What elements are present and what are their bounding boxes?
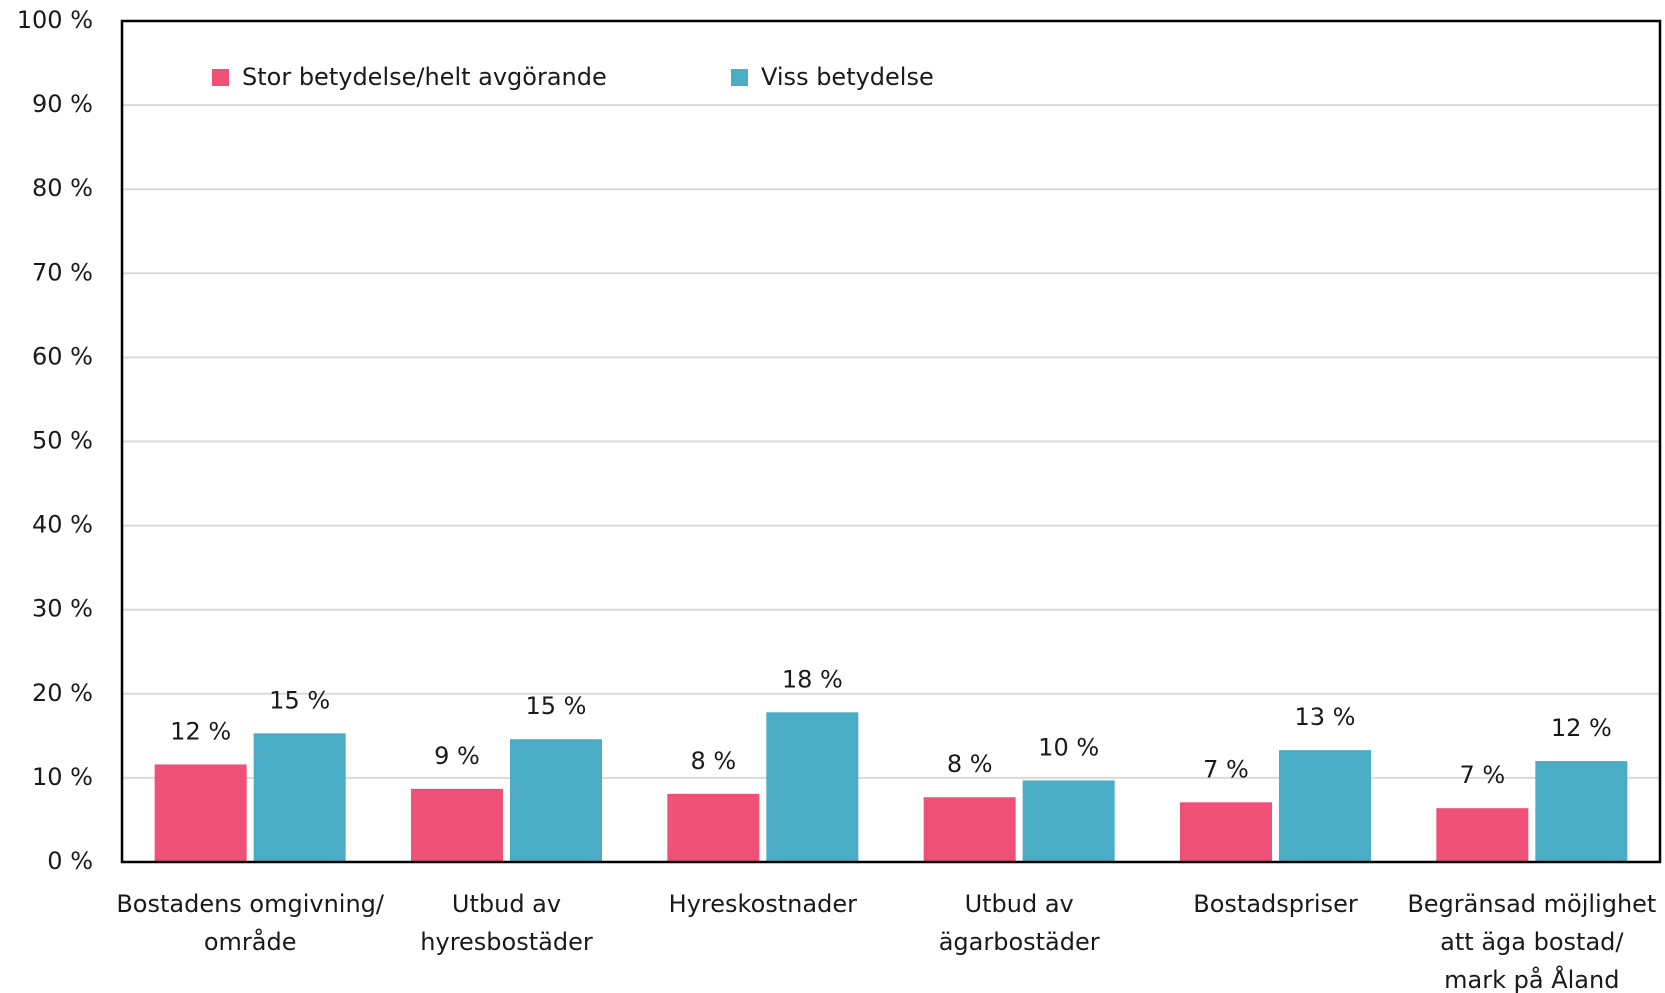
x-tick-label: Hyreskostnader — [669, 890, 857, 918]
y-tick-label: 50 % — [32, 427, 93, 455]
x-tick-label: Utbud av hyresbostäder — [420, 890, 593, 956]
bar — [766, 712, 859, 862]
x-tick-label: Bostadens omgivning/område — [116, 890, 385, 956]
bar — [154, 764, 247, 862]
plot-frame — [120, 19, 1662, 864]
y-tick-label: 40 % — [32, 511, 93, 539]
value-label: 10 % — [1038, 733, 1099, 761]
value-label: 18 % — [782, 665, 843, 693]
y-tick-label: 30 % — [32, 595, 93, 623]
x-tick-label: Begränsad möjlighet att äga bostad/mark p… — [1407, 890, 1656, 993]
legend-label: Viss betydelse — [761, 63, 934, 91]
value-label: 15 % — [269, 686, 330, 714]
x-tick-label: Utbud av ägarbostäder — [939, 890, 1100, 956]
bar — [411, 788, 503, 862]
value-label: 7 % — [1459, 761, 1505, 789]
bar — [1279, 750, 1371, 862]
legend-swatch — [731, 69, 748, 86]
value-label: 13 % — [1295, 703, 1356, 731]
bar — [1535, 761, 1628, 862]
value-label: 15 % — [526, 692, 587, 720]
y-tick-label: 0 % — [47, 847, 93, 875]
bar — [253, 733, 346, 862]
value-label: 12 % — [170, 717, 231, 745]
bar — [667, 793, 760, 862]
x-tick-label: Bostadspriser — [1193, 890, 1358, 918]
y-tick-label: 20 % — [32, 679, 93, 707]
bar — [923, 797, 1016, 862]
value-label: 9 % — [434, 742, 480, 770]
y-tick-label: 80 % — [32, 174, 93, 202]
bar — [1022, 780, 1115, 862]
value-label: 7 % — [1203, 755, 1249, 783]
bar — [1436, 808, 1529, 862]
y-tick-label: 100 % — [17, 6, 93, 34]
value-label: 12 % — [1551, 714, 1612, 742]
y-tick-label: 60 % — [32, 342, 93, 370]
bar — [510, 739, 602, 862]
y-tick-label: 90 % — [32, 90, 93, 118]
value-label: 8 % — [690, 747, 736, 775]
legend-label: Stor betydelse/helt avgörande — [242, 63, 607, 91]
bar — [1180, 802, 1272, 862]
y-tick-label: 70 % — [32, 258, 93, 286]
y-tick-label: 10 % — [32, 763, 93, 791]
value-label: 8 % — [947, 750, 993, 778]
legend-swatch — [212, 69, 229, 86]
